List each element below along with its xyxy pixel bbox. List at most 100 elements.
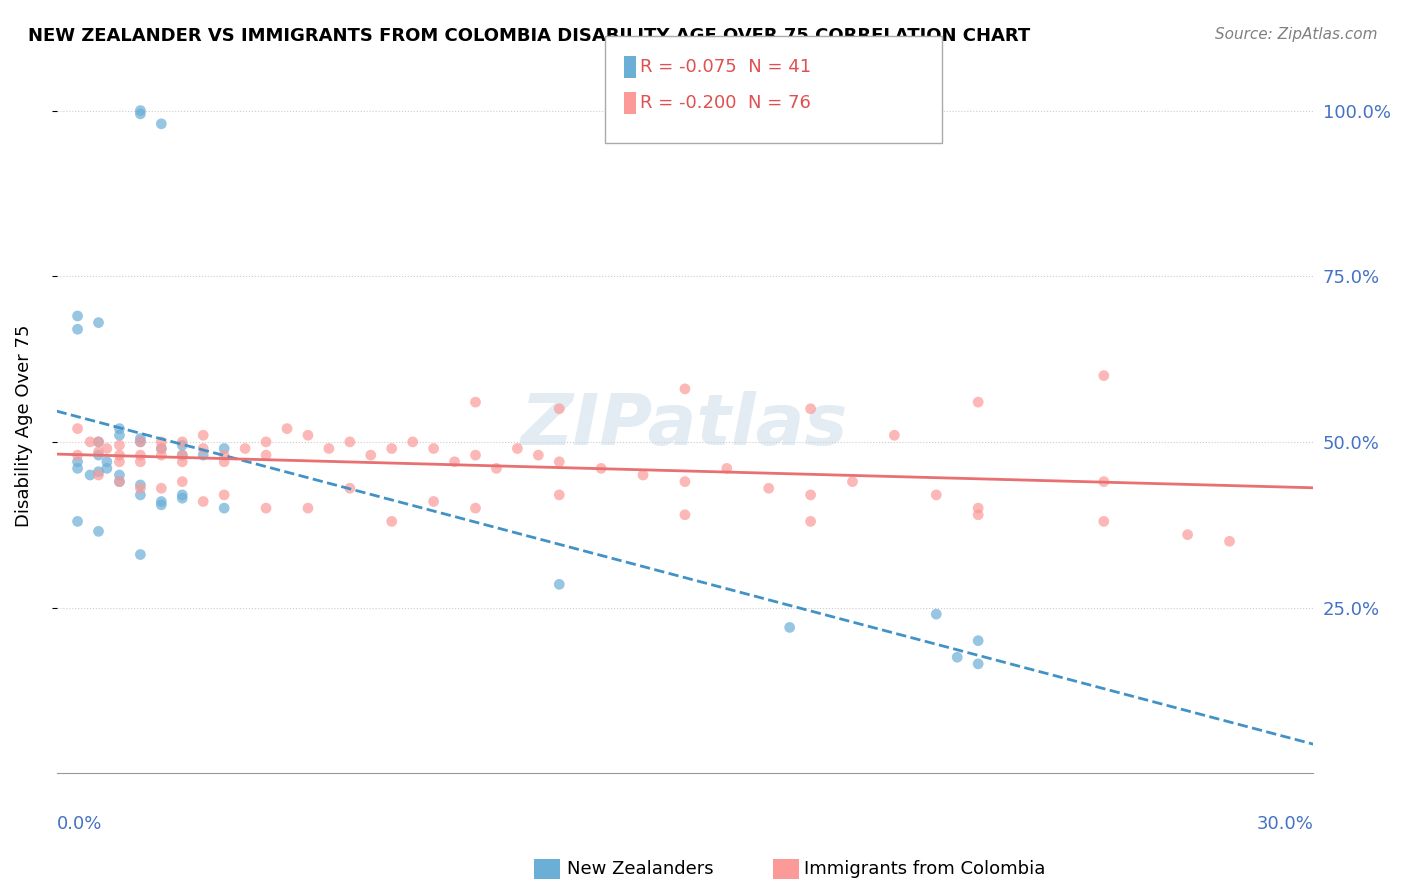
Point <box>108 475 131 489</box>
Point <box>87 524 110 539</box>
Point <box>172 491 194 506</box>
Point <box>443 455 465 469</box>
Text: New Zealanders: New Zealanders <box>567 860 713 878</box>
Point <box>883 428 905 442</box>
Point <box>212 488 235 502</box>
Point <box>673 508 696 522</box>
Point <box>212 448 235 462</box>
Point <box>212 455 235 469</box>
Point <box>967 633 990 648</box>
Point <box>193 442 215 456</box>
Point <box>96 461 118 475</box>
Point <box>172 455 194 469</box>
Point <box>591 461 613 475</box>
Point <box>548 401 571 416</box>
Point <box>800 401 823 416</box>
Text: Source: ZipAtlas.com: Source: ZipAtlas.com <box>1215 27 1378 42</box>
Point <box>758 481 780 495</box>
Point <box>150 442 173 456</box>
Point <box>276 422 298 436</box>
Point <box>129 103 152 118</box>
Point <box>129 434 152 449</box>
Point <box>946 650 969 665</box>
Point <box>339 481 361 495</box>
Point <box>464 501 486 516</box>
Point <box>87 448 110 462</box>
Point <box>254 448 277 462</box>
Point <box>108 475 131 489</box>
Point <box>66 322 89 336</box>
Point <box>485 461 508 475</box>
Point <box>150 434 173 449</box>
Point <box>1218 534 1240 549</box>
Point <box>297 428 319 442</box>
Point <box>96 442 118 456</box>
Point <box>402 434 425 449</box>
Point <box>87 434 110 449</box>
Point <box>548 577 571 591</box>
Point <box>841 475 863 489</box>
Point <box>87 468 110 483</box>
Point <box>967 508 990 522</box>
Point <box>925 607 948 622</box>
Point <box>673 382 696 396</box>
Point <box>1092 368 1115 383</box>
Point <box>1092 515 1115 529</box>
Text: R = -0.075  N = 41: R = -0.075 N = 41 <box>640 58 811 76</box>
Point <box>172 448 194 462</box>
Text: 0.0%: 0.0% <box>56 815 103 833</box>
Point <box>212 442 235 456</box>
Point <box>66 422 89 436</box>
Y-axis label: Disability Age Over 75: Disability Age Over 75 <box>15 324 32 526</box>
Point <box>66 515 89 529</box>
Point <box>381 442 404 456</box>
Point <box>66 461 89 475</box>
Point <box>87 465 110 479</box>
Point <box>548 455 571 469</box>
Point <box>129 434 152 449</box>
Point <box>108 468 131 483</box>
Point <box>87 316 110 330</box>
Point <box>297 501 319 516</box>
Point <box>79 468 101 483</box>
Point <box>129 481 152 495</box>
Point <box>506 442 529 456</box>
Point <box>967 657 990 671</box>
Point <box>129 488 152 502</box>
Point <box>318 442 340 456</box>
Point <box>87 434 110 449</box>
Text: Immigrants from Colombia: Immigrants from Colombia <box>804 860 1046 878</box>
Point <box>129 448 152 462</box>
Point <box>1092 475 1115 489</box>
Point <box>967 501 990 516</box>
Point <box>172 438 194 452</box>
Point <box>779 620 801 634</box>
Point <box>150 494 173 508</box>
Point <box>464 448 486 462</box>
Point <box>422 494 444 508</box>
Point <box>800 515 823 529</box>
Point <box>129 548 152 562</box>
Point <box>96 455 118 469</box>
Point <box>172 448 194 462</box>
Point <box>233 442 256 456</box>
Point <box>339 434 361 449</box>
Point <box>673 475 696 489</box>
Point <box>548 488 571 502</box>
Point <box>150 117 173 131</box>
Point <box>631 468 654 483</box>
Point <box>193 494 215 508</box>
Point <box>108 448 131 462</box>
Point <box>360 448 382 462</box>
Point <box>193 428 215 442</box>
Point <box>172 475 194 489</box>
Point <box>66 448 89 462</box>
Point <box>212 501 235 516</box>
Point <box>108 455 131 469</box>
Point <box>150 442 173 456</box>
Point <box>150 448 173 462</box>
Point <box>108 422 131 436</box>
Point <box>172 488 194 502</box>
Point <box>129 107 152 121</box>
Point <box>150 481 173 495</box>
